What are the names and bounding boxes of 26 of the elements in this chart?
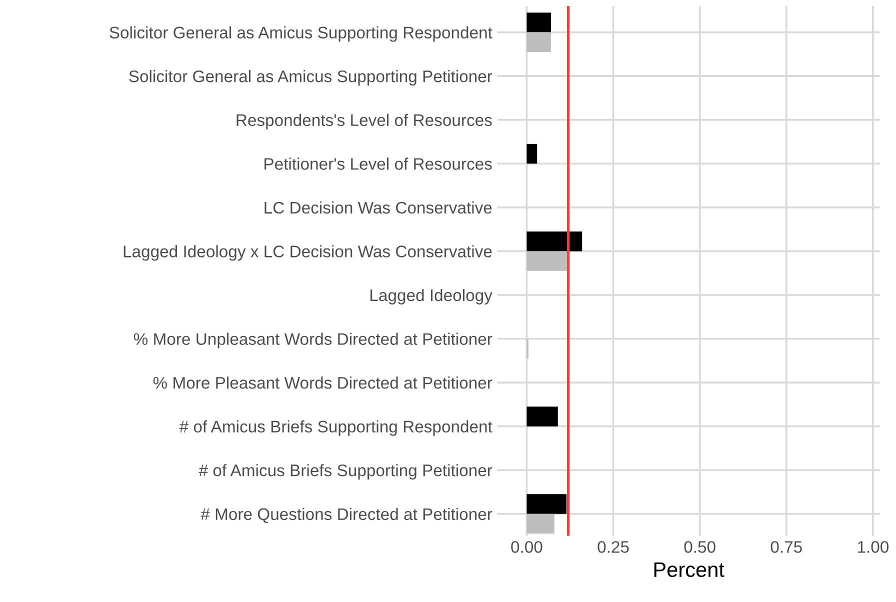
bar: [526, 406, 558, 426]
y-tick-label: # More Questions Directed at Petitioner: [200, 508, 492, 524]
y-tick-label: Petitioner's Level of Resources: [264, 158, 492, 170]
y-tick-label: Solicitor General as Amicus Supporting Respondent: [110, 26, 492, 42]
y-tick-label: Solicitor General as Amicus Supporting Petitioner: [129, 70, 492, 86]
x-tick-label: 0.00: [511, 541, 542, 553]
y-tick-label: LC Decision Was Conservative: [264, 201, 492, 214]
bar: [526, 12, 551, 32]
x-tick-label: 1.00: [858, 541, 889, 553]
bar: [526, 494, 567, 514]
x-axis-title: Percent: [654, 562, 724, 578]
x-tick-label: 0.75: [770, 541, 802, 553]
bar: [526, 251, 568, 271]
bar: [526, 231, 582, 252]
bar: [526, 514, 554, 534]
bar: [526, 32, 551, 52]
y-tick-label: # of Amicus Briefs Supporting Respondent: [179, 420, 492, 436]
bar: [526, 144, 538, 164]
y-tick-label: % More Unpleasant Words Directed at Petitioner: [134, 332, 492, 348]
y-tick-label: % More Pleasant Words Directed at Petitioner: [153, 376, 492, 389]
y-tick-label: # of Amicus Briefs Supporting Petitioner: [198, 464, 492, 480]
y-tick-label: Lagged Ideology: [370, 288, 492, 304]
y-tick-label: Respondents's Level of Resources: [236, 114, 492, 130]
y-tick-label: Lagged Ideology x LC Decision Was Conservative: [124, 245, 492, 261]
x-tick-label: 0.25: [598, 541, 629, 553]
x-tick-label: 0.50: [684, 541, 716, 553]
